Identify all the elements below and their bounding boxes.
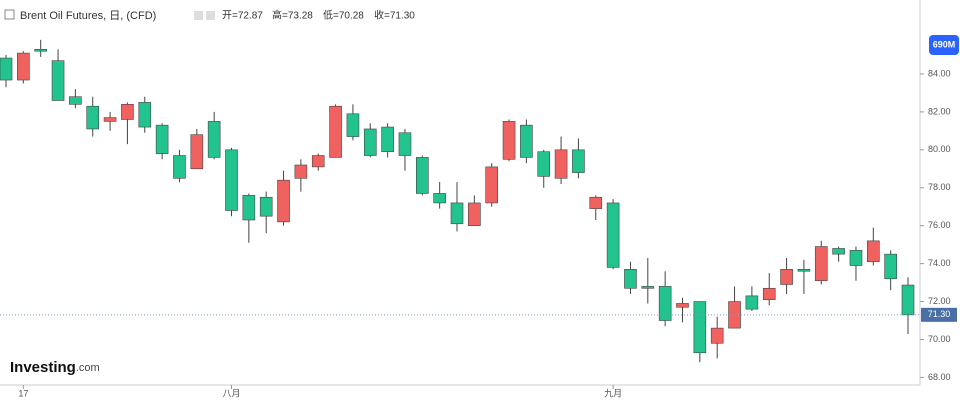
candle-body — [450, 202, 464, 225]
y-tick-label: 80.00 — [928, 144, 951, 154]
ohlc-label: 收=71.30 — [374, 9, 415, 22]
last-price-tag — [921, 307, 957, 322]
x-tick-label: 九月 — [604, 388, 622, 398]
y-tick-label: 84.00 — [928, 68, 951, 78]
volume-badge — [929, 35, 959, 55]
candle-body — [641, 286, 655, 289]
candle-body — [849, 250, 863, 266]
ohlc-label: 开=72.87 — [222, 11, 263, 22]
candle-body — [832, 248, 845, 255]
candle-body — [103, 117, 117, 122]
x-tick-label: 八月 — [222, 388, 240, 398]
candle-body — [294, 164, 308, 179]
candle-body — [155, 124, 169, 154]
ohlc-label: 低=70.28 — [323, 9, 364, 22]
y-tick-label: 70.00 — [928, 334, 951, 344]
candle-body — [624, 269, 637, 289]
y-tick-label: 72.00 — [928, 296, 951, 306]
candle-body — [381, 126, 394, 153]
chart-title: Brent Oil Futures, 日, (CFD) — [20, 10, 156, 22]
candle-body — [259, 196, 273, 217]
candle-body — [572, 149, 585, 173]
candle-body — [693, 301, 707, 354]
last-price-label: 71.30 — [928, 309, 951, 319]
logo-suffix: .com — [76, 362, 100, 374]
plot: 68.00 70.00 72.00 74.00 76.00 78.00 80.00 82.00… — [0, 39, 957, 398]
candle-body — [69, 96, 82, 105]
y-tick-label: 74.00 — [928, 258, 951, 268]
candle-body — [658, 286, 672, 321]
candle-body — [554, 149, 568, 179]
candle-body — [537, 151, 551, 177]
candle-body — [884, 253, 897, 280]
candle-body — [867, 240, 880, 263]
candle-body — [762, 287, 776, 300]
x-tick-label: 17 — [18, 388, 28, 398]
candle-body — [745, 295, 759, 310]
candle-body — [502, 121, 516, 160]
candle-body — [190, 134, 204, 170]
icon[interactable] — [206, 11, 215, 20]
candle-body — [814, 246, 828, 281]
candle-body — [728, 301, 741, 329]
logo-brand: Investing — [10, 359, 76, 376]
candle-body — [606, 202, 620, 268]
y-tick-label: 68.00 — [928, 372, 951, 382]
candle-body — [225, 149, 238, 211]
candle-body — [207, 121, 221, 158]
candle-body — [398, 132, 412, 156]
y-tick-label: 76.00 — [928, 220, 951, 230]
candle-body — [485, 166, 498, 204]
candle-body — [676, 303, 689, 308]
candle-body — [277, 179, 290, 223]
candle-body — [433, 193, 446, 204]
candle-body — [173, 155, 186, 179]
candle-body — [329, 105, 342, 158]
candle-body — [346, 113, 360, 137]
collapse-icon[interactable] — [4, 9, 15, 20]
candle-body — [901, 284, 915, 316]
candle-body — [17, 52, 30, 81]
candle-body — [797, 269, 811, 272]
candle-body — [121, 104, 134, 120]
y-tick-label: 82.00 — [928, 106, 951, 116]
candle-body — [34, 49, 47, 52]
candle-body — [242, 195, 256, 221]
candle-body — [0, 57, 13, 81]
candle-body — [710, 327, 724, 344]
icon[interactable] — [194, 11, 203, 20]
candle-body — [589, 196, 603, 209]
candle-body — [86, 105, 100, 130]
y-tick-label: 78.00 — [928, 182, 951, 192]
ohlc-label: 高=73.28 — [272, 9, 313, 22]
candle-body — [51, 60, 65, 101]
candle-body — [311, 155, 325, 168]
candle-body — [780, 269, 793, 285]
logo: Investing.com — [10, 359, 100, 376]
volume-badge-text: 690M — [933, 39, 956, 49]
candle-body — [416, 157, 429, 194]
candle-body — [468, 202, 481, 226]
candle-body — [520, 124, 533, 158]
candle-body — [138, 102, 152, 128]
candle-body — [363, 128, 377, 156]
